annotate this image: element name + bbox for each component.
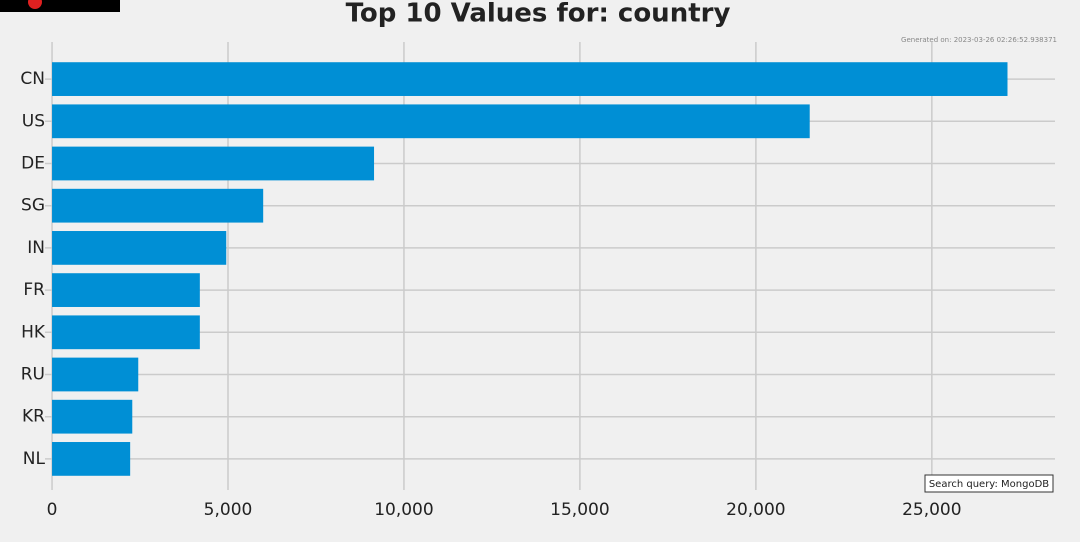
y-tick-label: HK xyxy=(21,322,46,342)
logo-icon xyxy=(28,0,42,9)
logo xyxy=(0,0,120,12)
y-tick-label: SG xyxy=(21,196,45,216)
x-tick-label: 10,000 xyxy=(374,500,433,520)
y-tick-label: CN xyxy=(20,69,45,89)
subtitle: Generated on: 2023-03-26 02:26:52.938371 xyxy=(901,36,1057,44)
chart-title: Top 10 Values for: country xyxy=(346,0,731,29)
y-tick-label: DE xyxy=(21,154,45,174)
y-tick-label: IN xyxy=(27,238,45,258)
bar xyxy=(52,104,810,139)
y-tick-label: US xyxy=(22,111,45,131)
y-tick-label: RU xyxy=(21,365,45,385)
bar xyxy=(52,273,200,307)
bar xyxy=(52,146,375,181)
annotation-box xyxy=(924,474,1054,493)
annotation: Search query: MongoDB xyxy=(929,479,1049,490)
x-tick-label: 0 xyxy=(47,500,58,520)
bar xyxy=(52,231,227,265)
x-tick-label: 15,000 xyxy=(550,500,609,520)
y-tick-label: FR xyxy=(23,280,45,300)
x-tick-label: 5,000 xyxy=(204,500,253,520)
bar xyxy=(52,357,139,392)
y-tick-label: KR xyxy=(22,407,45,427)
bar xyxy=(52,188,264,223)
x-tick-label: 20,000 xyxy=(726,500,785,520)
bar xyxy=(52,62,1008,96)
bar xyxy=(52,399,133,434)
bar xyxy=(52,442,131,476)
plot-area: 0 5,000 10,000 15,000 20,000 25,000 CN US DE SG IN… xyxy=(20,42,1055,520)
bar xyxy=(52,315,200,350)
y-tick-label: NL xyxy=(23,449,46,469)
x-tick-label: 25,000 xyxy=(902,500,961,520)
